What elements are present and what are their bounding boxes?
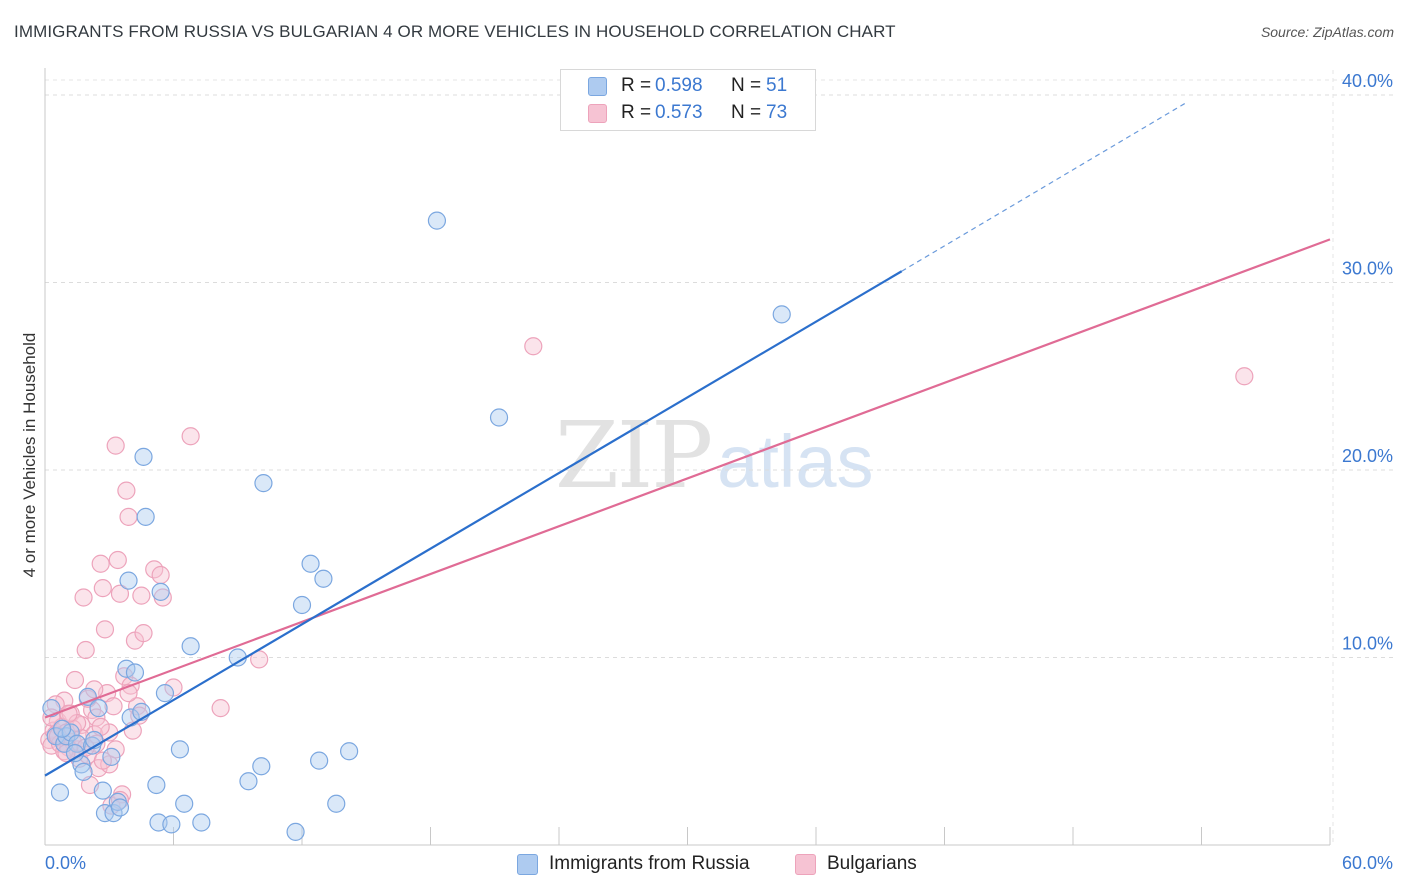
grid-layer: [45, 70, 1395, 845]
bulgarians-point: [1235, 367, 1254, 386]
bulgarians-point: [211, 699, 230, 718]
russia-point: [53, 719, 72, 738]
y-tick-label: 30.0%: [1342, 259, 1393, 279]
russia-point: [192, 813, 211, 832]
legend-swatch-russia: [588, 77, 607, 96]
bulgarians-point: [524, 337, 543, 356]
russia-point: [50, 783, 70, 802]
watermark: ZIPatlas: [555, 402, 873, 509]
bulgarians-point: [104, 697, 123, 716]
legend-r-label: R =: [621, 75, 652, 96]
bulgarians-point: [91, 554, 110, 573]
bulgarians-point: [132, 586, 151, 605]
bottom-legend-swatch-russia: [517, 854, 538, 875]
legend-row-russia: R = 0.598 N = 51: [561, 74, 815, 100]
bulgarians-point: [250, 650, 269, 669]
russia-point: [89, 699, 108, 718]
legend-r-value: 0.573: [655, 102, 703, 123]
y-tick-label: 40.0%: [1342, 71, 1393, 91]
legend-row-bulgarians: R = 0.573 N = 73: [561, 101, 815, 127]
bulgarians-point: [134, 624, 153, 643]
legend-r-value: 0.598: [655, 75, 703, 96]
russia-point: [147, 775, 166, 795]
bulgarians-point: [119, 507, 138, 526]
russia-point: [327, 794, 346, 813]
watermark-atlas: atlas: [717, 420, 874, 503]
russia-point: [151, 582, 170, 601]
russia-points: [42, 211, 791, 841]
bulgarians-point: [115, 667, 134, 686]
bottom-legend-label-russia: Immigrants from Russia: [549, 853, 750, 874]
russia-trend-line: [44, 270, 903, 777]
bulgarians-point: [65, 670, 85, 690]
russia-point: [314, 569, 333, 588]
bulgarians-point: [95, 620, 115, 639]
axis-layer: [44, 68, 1331, 846]
legend-n-label: N =: [731, 75, 762, 96]
bulgarians-point: [106, 436, 125, 455]
russia-point: [125, 663, 145, 682]
russia-point: [340, 742, 359, 761]
legend-n-label: N =: [731, 102, 762, 123]
russia-point: [136, 507, 155, 526]
x-tick-label-min: 0.0%: [45, 853, 86, 873]
russia-point: [252, 757, 271, 776]
bulgarians-point: [85, 680, 104, 699]
x-tick-label-max: 60.0%: [1342, 853, 1393, 873]
russia-point: [310, 751, 329, 770]
russia-point: [301, 554, 320, 573]
bottom-legend-label-bulgarians: Bulgarians: [827, 853, 917, 874]
russia-point: [427, 211, 447, 230]
bulgarians-point: [181, 427, 200, 446]
russia-point: [72, 755, 91, 774]
russia-point: [181, 637, 200, 656]
bulgarians-point: [110, 584, 130, 603]
russia-point: [292, 595, 312, 615]
russia-point: [134, 447, 153, 466]
bulgarians-points: [40, 337, 1254, 815]
legend-n-value: 51: [766, 75, 788, 96]
y-tick-label: 20.0%: [1342, 446, 1393, 466]
bottom-legend-swatch-bulgarians: [795, 854, 816, 875]
bulgarians-trend-line: [44, 238, 1331, 719]
russia-point: [119, 571, 138, 590]
russia-point: [489, 408, 509, 427]
bulgarians-point: [74, 588, 93, 607]
watermark-zip: ZIP: [555, 402, 713, 509]
bulgarians-point: [117, 481, 136, 500]
russia-point: [239, 772, 258, 791]
legend-n-value: 73: [766, 102, 788, 123]
russia-point: [286, 822, 305, 841]
russia-point: [170, 740, 190, 759]
trend-layer: [44, 101, 1331, 777]
legend-swatch-bulgarians: [588, 104, 607, 123]
stats-legend: R = 0.598 N = 51 R = 0.573 N = 73: [560, 69, 816, 131]
source-label: Source: ZipAtlas.com: [1260, 24, 1394, 40]
y-tick-label: 10.0%: [1342, 634, 1393, 654]
russia-point: [155, 684, 175, 703]
bulgarians-point: [108, 550, 127, 570]
russia-point: [102, 747, 121, 766]
bulgarians-point: [151, 565, 170, 585]
russia-point: [772, 305, 791, 324]
russia-trend-extension: [901, 101, 1187, 272]
russia-point: [254, 474, 273, 493]
russia-point: [74, 762, 93, 781]
chart-title: IMMIGRANTS FROM RUSSIA VS BULGARIAN 4 OR…: [14, 22, 896, 41]
bulgarians-point: [76, 640, 95, 660]
tick-label-layer: 10.0% 20.0% 30.0% 40.0% 0.0% 60.0%: [45, 71, 1393, 873]
legend-r-label: R =: [621, 102, 652, 123]
russia-point: [162, 815, 181, 834]
bulgarians-point: [93, 579, 112, 598]
russia-point: [175, 794, 194, 813]
russia-point: [93, 781, 112, 800]
russia-point: [110, 798, 130, 817]
